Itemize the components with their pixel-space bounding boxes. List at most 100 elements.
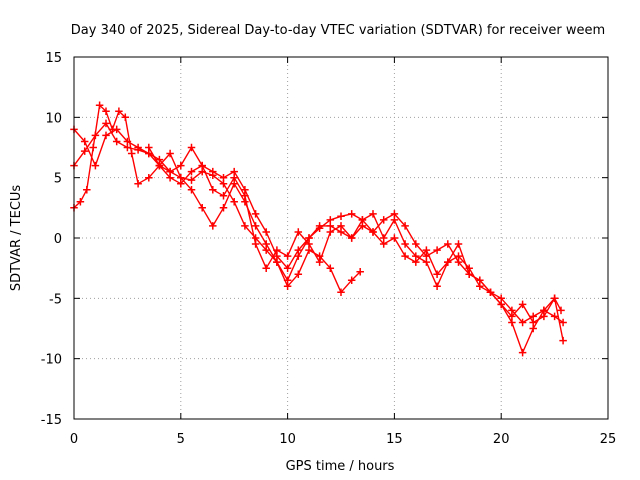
data-point	[550, 312, 559, 321]
data-point	[337, 222, 345, 230]
y-tick-label: 0	[54, 232, 62, 247]
data-point	[219, 173, 228, 182]
data-point	[390, 210, 399, 218]
data-point	[209, 222, 217, 230]
data-point	[529, 312, 537, 321]
data-point	[177, 173, 185, 182]
y-tick-label: 15	[45, 51, 62, 66]
data-point	[187, 143, 196, 152]
data-point	[121, 113, 130, 122]
data-point	[230, 179, 238, 188]
data-point	[76, 198, 85, 206]
data-point	[89, 143, 97, 152]
y-axis-label: SDTVAR / TECUs	[9, 185, 24, 292]
data-point	[401, 222, 409, 230]
data-point	[486, 288, 495, 297]
y-tick-label: -15	[41, 413, 62, 428]
data-point	[412, 240, 420, 248]
x-tick-label: 15	[386, 432, 403, 447]
data-point	[145, 173, 153, 182]
data-point	[166, 167, 174, 176]
data-point	[422, 246, 431, 254]
data-point	[187, 167, 196, 176]
data-point	[262, 228, 270, 236]
data-point	[433, 246, 441, 254]
data-point	[115, 107, 123, 116]
data-point	[95, 101, 104, 110]
data-point	[390, 234, 399, 242]
data-point	[166, 149, 174, 158]
data-point	[305, 246, 313, 254]
data-point	[305, 240, 313, 248]
data-point	[230, 173, 238, 182]
data-point	[390, 216, 399, 224]
data-point	[134, 179, 142, 188]
data-point	[294, 246, 303, 254]
data-point	[465, 270, 473, 278]
data-point	[145, 143, 153, 152]
data-point	[209, 167, 217, 176]
data-point	[379, 240, 388, 248]
data-point	[123, 137, 132, 146]
data-point	[305, 234, 313, 242]
data-point	[83, 185, 91, 194]
data-point	[273, 252, 281, 260]
data-point	[557, 306, 565, 315]
data-point	[326, 216, 335, 224]
data-point	[187, 176, 196, 184]
data-point	[315, 222, 324, 230]
data-point	[497, 294, 505, 303]
data-point	[177, 179, 185, 188]
data-point	[198, 204, 206, 212]
data-point	[518, 300, 527, 309]
series-line-track-2	[73, 104, 361, 293]
data-point	[283, 264, 292, 272]
data-point	[508, 306, 516, 315]
data-point	[166, 173, 174, 182]
data-point	[315, 258, 324, 266]
data-point	[508, 312, 516, 321]
data-point	[454, 258, 463, 266]
data-point	[219, 204, 228, 212]
data-point	[155, 155, 164, 164]
data-point	[476, 282, 484, 291]
data-point	[412, 258, 420, 266]
data-point	[401, 240, 409, 248]
data-point	[559, 336, 567, 345]
data-point	[433, 270, 441, 278]
data-point	[412, 252, 420, 260]
data-point	[294, 252, 303, 260]
data-point	[326, 228, 335, 236]
data-point	[294, 228, 303, 236]
data-point	[134, 143, 142, 152]
data-series-layer	[70, 101, 567, 357]
data-point	[347, 276, 356, 284]
data-point	[454, 240, 463, 248]
data-point	[454, 252, 463, 260]
data-point	[251, 222, 260, 230]
data-point	[326, 222, 335, 230]
data-point	[123, 143, 132, 152]
y-tick-label: -5	[49, 292, 62, 307]
data-point	[251, 210, 260, 218]
data-point	[155, 161, 164, 170]
data-point	[177, 161, 185, 170]
data-point	[401, 252, 409, 260]
data-point	[337, 288, 345, 297]
data-point	[209, 185, 217, 194]
data-point	[559, 318, 567, 327]
data-point	[529, 318, 537, 327]
data-point	[550, 294, 559, 303]
data-point	[241, 185, 249, 194]
data-point	[347, 210, 356, 218]
data-point	[379, 234, 388, 242]
data-point	[80, 147, 89, 155]
data-point	[379, 216, 388, 224]
data-point	[508, 318, 516, 327]
data-point	[219, 192, 228, 200]
series-line-track-4	[148, 146, 562, 324]
data-point	[529, 324, 537, 333]
y-tick-label: 10	[45, 111, 62, 126]
data-point	[145, 149, 153, 158]
